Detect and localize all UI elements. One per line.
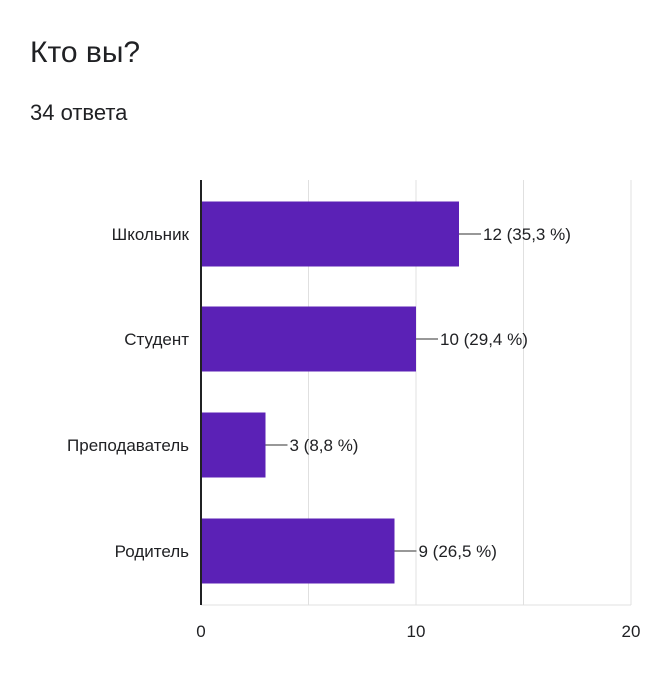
- category-label: Родитель: [115, 542, 189, 561]
- data-label: 12 (35,3 %): [483, 225, 571, 244]
- bar: [201, 412, 266, 478]
- bar: [201, 518, 395, 584]
- question-title: Кто вы?: [30, 36, 141, 69]
- category-label: Школьник: [112, 225, 190, 244]
- category-label: Студент: [124, 330, 189, 349]
- x-tick-label: 0: [196, 622, 205, 641]
- response-count: 34 ответа: [30, 100, 128, 125]
- data-label: 9 (26,5 %): [419, 542, 497, 561]
- category-label: Преподаватель: [67, 436, 189, 455]
- data-label: 10 (29,4 %): [440, 330, 528, 349]
- bar: [201, 306, 416, 372]
- x-tick-label: 20: [622, 622, 641, 641]
- x-tick-label: 10: [407, 622, 426, 641]
- data-label: 3 (8,8 %): [290, 436, 359, 455]
- bar: [201, 201, 459, 267]
